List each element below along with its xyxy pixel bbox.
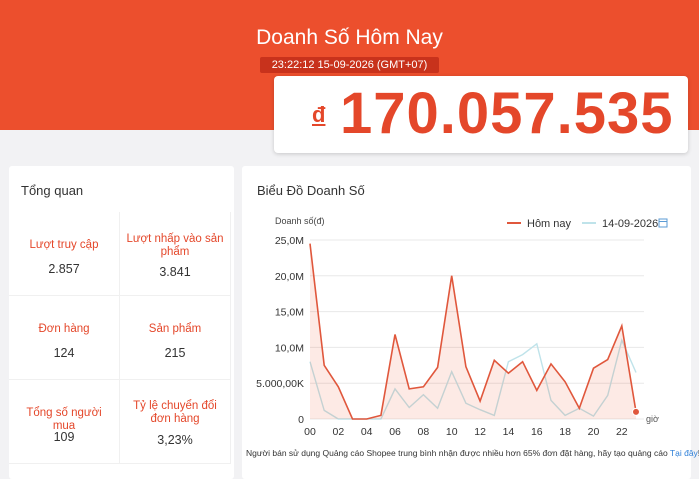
legend-label-today: Hôm nay — [527, 218, 572, 230]
x-tick-label: 02 — [333, 426, 345, 438]
chart-title: Biểu Đồ Doanh Số — [257, 183, 365, 198]
metric-products: Sản phẩm 215 — [120, 296, 231, 380]
calendar-icon — [658, 218, 668, 228]
sales-chart-card: Biểu Đồ Doanh Số Doanh số(đ) 0 5.000,00K 10… — [242, 166, 699, 479]
y-tick-label: 20,0M — [275, 271, 304, 283]
metric-label: Lượt nhấp vào sản phẩm — [126, 233, 224, 258]
current-point-marker — [632, 407, 640, 416]
y-tick-label: 25,0M — [275, 235, 304, 247]
metric-visits: Lượt truy cập 2.857 — [9, 212, 120, 296]
metric-buyers: Tổng số người mua 109 — [9, 380, 120, 464]
y-tick-label: 5.000,00K — [256, 378, 304, 390]
x-axis-label: giờ — [646, 414, 659, 424]
metric-orders: Đơn hàng 124 — [9, 296, 120, 380]
timestamp-badge: 23:22:12 15-09-2026 (GMT+07) — [259, 57, 440, 73]
metric-conversion-rate: Tỷ lệ chuyển đổi đơn hàng 3,23% — [120, 380, 231, 464]
sales-chart: Doanh số(đ) 0 5.000,00K 10,0M 15,0M 20,0M 25,0… — [256, 216, 668, 438]
timestamp-wrap: 23:22:12 15-09-2026 (GMT+07) — [0, 55, 699, 73]
metric-value: 3.841 — [159, 265, 191, 279]
x-tick-label: 16 — [531, 426, 543, 438]
series-area-today — [310, 243, 636, 419]
x-tick-label: 14 — [503, 426, 515, 438]
series-line-today — [309, 243, 637, 420]
metric-value: 2.857 — [48, 262, 80, 276]
y-tick-label: 15,0M — [275, 307, 304, 319]
x-tick-label: 20 — [588, 426, 600, 438]
metric-value: 215 — [164, 346, 186, 360]
footnote-text: Người bán sử dụng Quảng cáo Shopee trung… — [246, 448, 668, 458]
currency-symbol: đ — [312, 102, 326, 127]
legend-label-previous: 14-09-2026 — [602, 218, 658, 230]
x-tick-label: 12 — [474, 426, 486, 438]
y-tick-label: 10,0M — [275, 342, 304, 354]
metric-label: Tổng số người mua — [26, 407, 102, 432]
total-sales-value: 170.057.535 — [340, 81, 674, 146]
total-sales-card: đ 170.057.535 — [274, 76, 688, 153]
y-axis-label: Doanh số(đ) — [275, 216, 325, 226]
overview-title: Tổng quan — [21, 183, 84, 198]
footnote-link[interactable]: Tại đây — [669, 448, 698, 458]
metric-value: 3,23% — [157, 433, 193, 447]
metric-label: Đơn hàng — [38, 323, 90, 335]
metric-value: 109 — [53, 430, 75, 444]
footnote-end: ! — [698, 448, 699, 458]
metric-label: Lượt truy cập — [29, 239, 99, 251]
page-title: Doanh Số Hôm Nay — [256, 26, 443, 49]
x-tick-label: 22 — [616, 426, 628, 438]
x-tick-label: 00 — [304, 426, 316, 438]
x-tick-label: 04 — [361, 426, 373, 438]
metric-value: 124 — [53, 346, 75, 360]
metric-product-clicks: Lượt nhấp vào sản phẩm 3.841 — [120, 212, 231, 296]
x-tick-label: 08 — [418, 426, 430, 438]
x-tick-label: 10 — [446, 426, 458, 438]
y-tick-label: 0 — [298, 414, 304, 426]
metric-label: Sản phẩm — [148, 323, 202, 335]
ads-footnote: Người bán sử dụng Quảng cáo Shopee trung… — [246, 448, 699, 458]
x-tick-label: 06 — [389, 426, 401, 438]
metric-label: Tỷ lệ chuyển đổi đơn hàng — [133, 400, 217, 425]
overview-panel: Tổng quan Lượt truy cập 2.857 Lượt nhấp … — [9, 166, 234, 479]
x-tick-label: 18 — [559, 426, 571, 438]
